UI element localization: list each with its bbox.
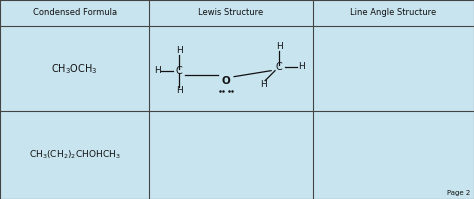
Text: H: H: [154, 66, 161, 75]
Text: H: H: [260, 80, 266, 89]
Text: O: O: [222, 76, 230, 86]
Text: H: H: [298, 62, 304, 71]
Text: Page 2: Page 2: [447, 190, 470, 196]
Text: CH$_3$(CH$_2$)$_2$CHOHCH$_3$: CH$_3$(CH$_2$)$_2$CHOHCH$_3$: [29, 149, 120, 161]
Text: C: C: [176, 66, 182, 76]
Text: H: H: [276, 42, 283, 51]
Text: H: H: [176, 86, 182, 95]
Text: CH$_3$OCH$_3$: CH$_3$OCH$_3$: [51, 62, 98, 76]
Text: Condensed Formula: Condensed Formula: [33, 8, 117, 18]
Text: Line Angle Structure: Line Angle Structure: [350, 8, 437, 18]
Text: C: C: [276, 62, 283, 72]
Text: Lewis Structure: Lewis Structure: [199, 8, 264, 18]
Text: H: H: [176, 46, 182, 55]
